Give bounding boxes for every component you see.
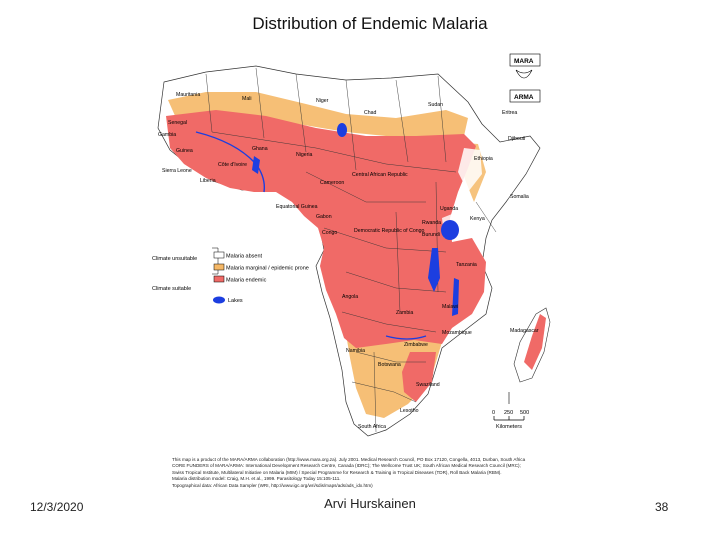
lake-tanganyika [428,248,440,292]
credit-line: Swiss Tropical Institute, Multilateral I… [172,469,502,475]
label-cameroon: Cameroon [320,180,344,186]
absent-patch-ethiopia [458,148,482,192]
map-legend: Climate unsuitable Climate suitable Mala… [152,247,309,304]
lake-malawi [452,278,459,316]
label-sudan: Sudan [428,102,443,108]
endemic-zone-main [166,110,486,348]
logo-mara: MARA [514,58,534,65]
river-zambezi [385,335,427,340]
label-kenya: Kenya [470,216,485,222]
label-chad: Chad [364,110,377,116]
label-tanzania: Tanzania [456,262,477,268]
footer-date: 12/3/2020 [30,500,84,514]
lake-victoria [441,220,459,240]
footer-author: Arvi Hurskainen [324,496,416,511]
credit-line: Malaria distribution model: Craig, M.H. … [172,476,341,482]
lake-chad [337,123,347,137]
scale-tick-250: 250 [504,410,513,416]
label-lesotho: Lesotho [400,408,419,414]
legend-endemic: Malaria endemic [226,278,267,284]
endemic-zone-mozambique [402,352,436,402]
legend-swatch-endemic [213,275,225,283]
label-mozambique: Mozambique [442,330,472,336]
label-mauritania: Mauritania [176,92,200,98]
label-senegal: Senegal [168,120,187,126]
lakes [195,123,459,340]
label-djibouti: Djibouti [508,136,525,142]
label-zambia: Zambia [396,310,413,316]
label-drc: Democratic Republic of Congo [354,228,424,234]
scale-tick-0: 0 [492,410,495,416]
label-cote-divoire: Côte d'Ivoire [218,162,247,168]
legend-swatch-absent [213,251,225,259]
label-south-africa: South Africa [358,424,386,430]
credit-line: Topographical data: African Data Sampler… [172,482,373,488]
legend-lakes: Lakes [228,298,243,304]
legend-marginal: Malaria marginal / epidemic prone [226,266,309,272]
label-mali: Mali [242,96,252,102]
legend-group-unsuitable: Climate unsuitable [152,256,197,262]
label-burundi: Burundi [422,232,440,238]
label-gambia: Gambia [158,132,176,138]
country-borders [205,67,497,433]
label-ethiopia: Ethiopia [474,156,493,162]
slide-title: Distribution of Endemic Malaria [252,14,488,33]
label-swaziland: Swaziland [416,382,440,388]
label-eritrea: Eritrea [502,110,517,116]
logo-arma: ARMA [514,94,534,101]
label-car: Central African Republic [352,172,408,178]
label-rwanda: Rwanda [422,220,441,226]
malaria-map: Mauritania Mali Niger Chad Sudan Eritrea… [146,52,558,444]
label-liberia: Liberia [200,178,216,184]
label-madagascar: Madagascar [510,328,539,334]
scale-tick-500: 500 [520,410,529,416]
label-nigeria: Nigeria [296,152,313,158]
label-somalia: Somalia [510,194,529,200]
label-sierra-leone: Sierra Leone [162,168,192,174]
label-angola: Angola [342,294,358,300]
label-ghana: Ghana [252,146,268,152]
map-credits: This map is a product of the MARA/ARMA c… [172,457,582,489]
mara-arma-logo: MARA ARMA [509,53,541,103]
page-number: 38 [655,500,669,514]
scale-bar: 0 250 500 Kilometers [492,392,529,430]
label-uganda: Uganda [440,206,458,212]
marginal-zone-south [346,328,442,418]
label-botswana: Botswana [378,362,401,368]
legend-swatch-marginal [213,263,225,271]
label-malawi: Malawi [442,304,458,310]
label-gabon: Gabon [316,214,332,220]
legend-swatch-lakes [213,296,225,304]
scale-unit: Kilometers [496,424,522,430]
credit-line: CORE FUNDERS of MARA/ARMA: International… [172,463,521,469]
river-niger [195,131,266,193]
label-niger: Niger [316,98,329,104]
country-labels: Mauritania Mali Niger Chad Sudan Eritrea… [158,92,539,430]
label-namibia: Namibia [346,348,365,354]
label-zimbabwe: Zimbabwe [404,342,428,348]
endemic-zone-madagascar [524,314,546,370]
legend-group-suitable: Climate suitable [152,286,191,292]
credit-line: This map is a product of the MARA/ARMA c… [172,457,526,462]
label-eq-guinea: Equatorial Guinea [276,204,318,210]
legend-absent: Malaria absent [226,254,263,260]
label-guinea: Guinea [176,148,193,154]
marginal-zone-sahel [168,92,468,138]
label-congo: Congo [322,230,337,236]
